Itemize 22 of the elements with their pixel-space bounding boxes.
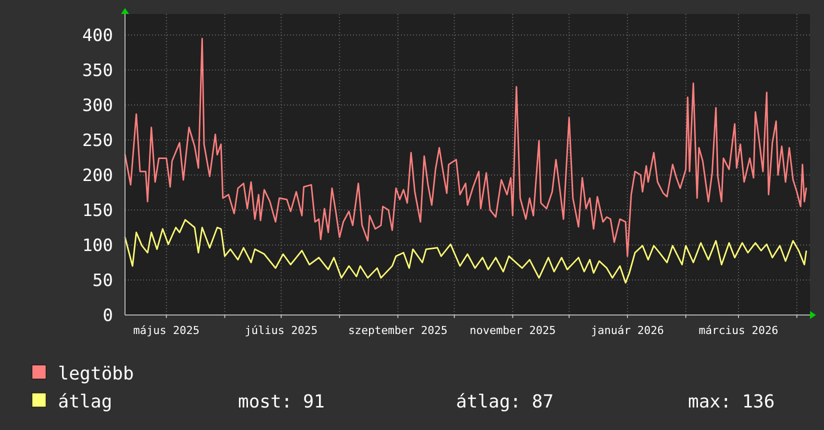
text: most: 91 [238,391,325,412]
y-tick-label: 400 [82,26,113,46]
legend-label: legtöbb [58,363,134,384]
x-tick-label: január 2026 [591,324,664,337]
y-tick-label: 50 [92,270,113,291]
x-tick-label: március 2026 [698,324,778,337]
y-tick-label: 350 [82,60,113,81]
y-tick-label: 150 [82,200,113,221]
x-tick-label: május 2025 [133,324,200,337]
x-tick-label: november 2025 [470,324,556,337]
x-tick-label: július 2025 [244,324,318,337]
y-tick-label: 100 [82,236,113,256]
y-tick-label: 200 [82,166,113,186]
text: max: 136 [688,391,775,412]
x-tick-label: szeptember 2025 [348,324,448,337]
line-series [124,219,807,284]
legend-label: átlag [58,391,112,412]
line-series [124,38,807,257]
y-tick-label: 0 [102,306,113,326]
y-tick-label: 300 [82,96,113,116]
y-tick-label: 250 [82,130,113,151]
text: átlag: 87 [456,391,554,412]
